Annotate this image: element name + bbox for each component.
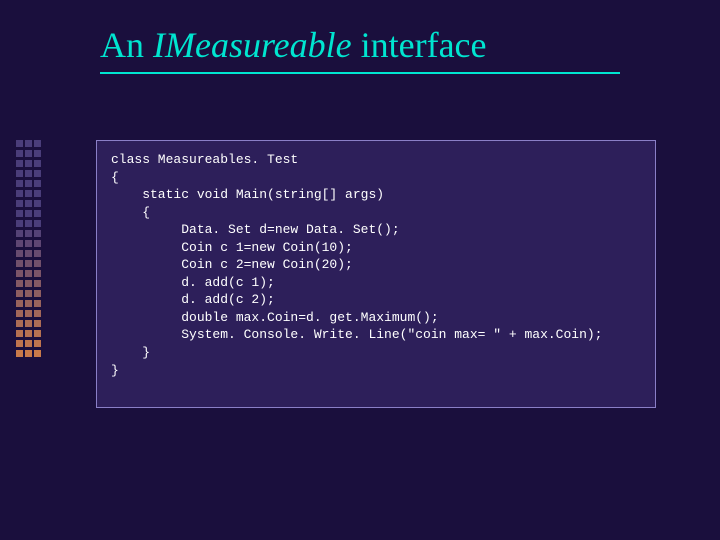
- deco-row: [16, 170, 41, 177]
- deco-row: [16, 140, 41, 147]
- deco-square: [16, 220, 23, 227]
- deco-square: [25, 270, 32, 277]
- deco-square: [16, 190, 23, 197]
- deco-square: [34, 190, 41, 197]
- deco-square: [25, 240, 32, 247]
- deco-square: [34, 240, 41, 247]
- deco-row: [16, 250, 41, 257]
- deco-row: [16, 290, 41, 297]
- deco-row: [16, 210, 41, 217]
- deco-row: [16, 300, 41, 307]
- deco-square: [16, 270, 23, 277]
- deco-square: [25, 170, 32, 177]
- deco-square: [16, 170, 23, 177]
- deco-row: [16, 280, 41, 287]
- deco-square: [34, 250, 41, 257]
- deco-row: [16, 340, 41, 347]
- deco-square: [25, 310, 32, 317]
- deco-square: [25, 180, 32, 187]
- deco-row: [16, 180, 41, 187]
- title-underline: [100, 72, 620, 74]
- code-content: class Measureables. Test { static void M…: [111, 151, 641, 379]
- side-decorator: [16, 140, 41, 357]
- deco-row: [16, 150, 41, 157]
- deco-square: [34, 300, 41, 307]
- deco-square: [34, 280, 41, 287]
- deco-square: [34, 230, 41, 237]
- deco-square: [25, 150, 32, 157]
- deco-square: [25, 350, 32, 357]
- deco-square: [16, 180, 23, 187]
- deco-square: [25, 260, 32, 267]
- slide-title: An IMeasureable interface: [100, 24, 487, 66]
- deco-square: [16, 340, 23, 347]
- deco-square: [34, 320, 41, 327]
- deco-square: [16, 290, 23, 297]
- deco-square: [34, 220, 41, 227]
- deco-square: [25, 300, 32, 307]
- deco-square: [16, 200, 23, 207]
- deco-square: [25, 290, 32, 297]
- deco-row: [16, 220, 41, 227]
- deco-square: [34, 150, 41, 157]
- deco-square: [16, 160, 23, 167]
- deco-square: [34, 260, 41, 267]
- deco-row: [16, 320, 41, 327]
- deco-square: [34, 200, 41, 207]
- deco-square: [16, 280, 23, 287]
- deco-square: [34, 270, 41, 277]
- deco-row: [16, 190, 41, 197]
- deco-square: [25, 220, 32, 227]
- deco-square: [16, 150, 23, 157]
- deco-square: [34, 340, 41, 347]
- deco-square: [25, 330, 32, 337]
- deco-square: [16, 240, 23, 247]
- deco-row: [16, 350, 41, 357]
- deco-square: [16, 250, 23, 257]
- deco-square: [25, 140, 32, 147]
- deco-square: [25, 210, 32, 217]
- title-italic: IMeasureable: [153, 25, 352, 65]
- deco-row: [16, 330, 41, 337]
- deco-square: [25, 250, 32, 257]
- deco-square: [34, 350, 41, 357]
- deco-square: [34, 170, 41, 177]
- deco-square: [16, 210, 23, 217]
- deco-square: [16, 140, 23, 147]
- deco-square: [34, 210, 41, 217]
- deco-row: [16, 270, 41, 277]
- deco-square: [34, 330, 41, 337]
- deco-square: [34, 310, 41, 317]
- deco-square: [16, 310, 23, 317]
- deco-row: [16, 200, 41, 207]
- deco-square: [16, 350, 23, 357]
- code-box: class Measureables. Test { static void M…: [96, 140, 656, 408]
- deco-square: [25, 190, 32, 197]
- deco-square: [34, 140, 41, 147]
- deco-row: [16, 260, 41, 267]
- deco-row: [16, 230, 41, 237]
- deco-square: [16, 300, 23, 307]
- deco-square: [25, 230, 32, 237]
- title-suffix: interface: [352, 25, 487, 65]
- deco-square: [25, 340, 32, 347]
- deco-row: [16, 240, 41, 247]
- title-prefix: An: [100, 25, 153, 65]
- deco-square: [16, 260, 23, 267]
- deco-square: [34, 180, 41, 187]
- deco-row: [16, 160, 41, 167]
- deco-square: [34, 290, 41, 297]
- deco-square: [34, 160, 41, 167]
- deco-square: [16, 320, 23, 327]
- deco-row: [16, 310, 41, 317]
- deco-square: [16, 330, 23, 337]
- deco-square: [25, 160, 32, 167]
- deco-square: [25, 280, 32, 287]
- deco-square: [25, 320, 32, 327]
- slide: An IMeasureable interface class Measurea…: [0, 0, 720, 540]
- deco-square: [25, 200, 32, 207]
- deco-square: [16, 230, 23, 237]
